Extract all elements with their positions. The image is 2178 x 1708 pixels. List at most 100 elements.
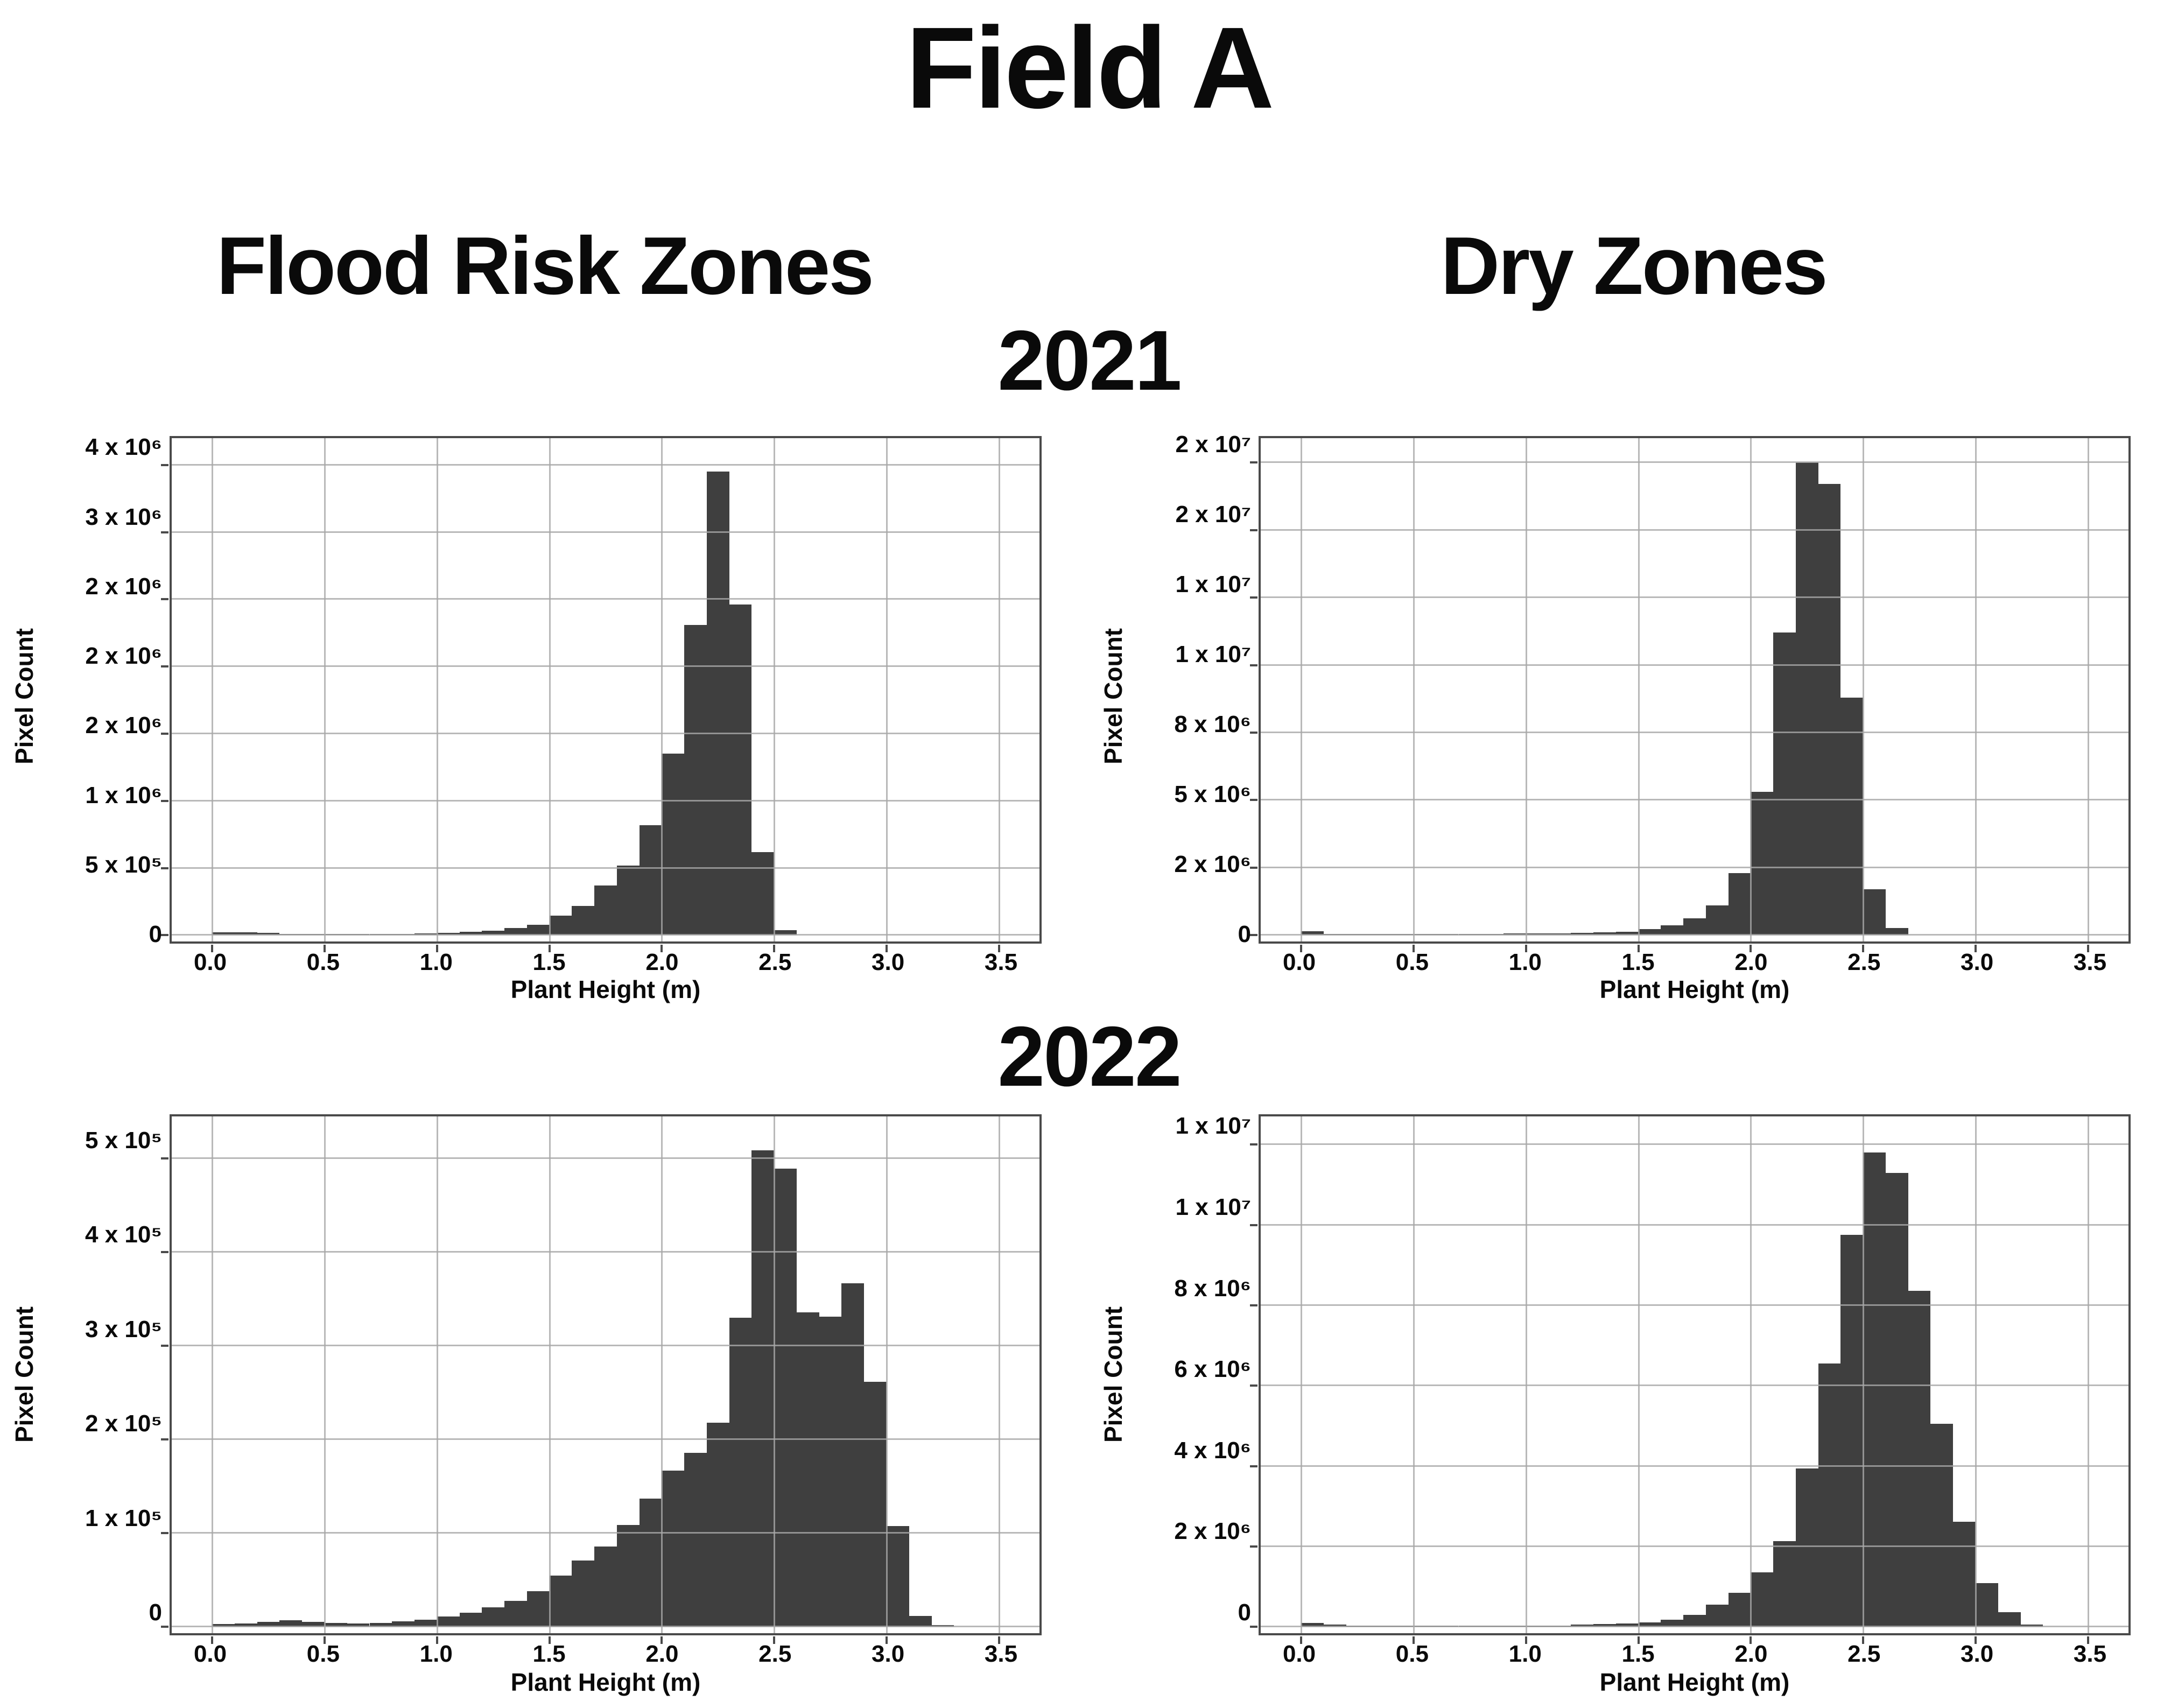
x-tick-label: 3.0 [1961,1641,1994,1667]
x-tick-label: 0.5 [1395,1641,1429,1667]
y-tick-mark [1250,461,1257,464]
histogram-bar [572,906,595,936]
gridline-vertical [1301,438,1303,941]
y-tick-label: 3 x 10⁶ [85,503,162,530]
x-tick-label: 2.5 [1847,948,1881,975]
x-tick-label: 2.5 [758,1641,792,1667]
gridline-horizontal [1261,1545,2128,1548]
gridline-vertical [774,438,776,941]
gridline-vertical [886,438,888,941]
y-axis-label: Pixel Count [10,1306,38,1443]
y-tick-label: 8 x 10⁶ [1174,1275,1251,1302]
x-tick-label: 2.0 [645,948,679,975]
histogram-bar [729,605,752,936]
histogram-bar [482,931,505,936]
histogram-bar [257,1621,280,1627]
histogram-bar [1705,1605,1729,1627]
gridline-horizontal [172,799,1039,802]
histogram-bar [504,1600,527,1627]
histogram-bar [1661,925,1684,936]
histogram-bar [1908,1291,1931,1627]
gridline-horizontal [1261,1224,2128,1226]
histogram-bar [729,1318,752,1627]
x-tick-label: 2.0 [645,1641,679,1667]
gridline-horizontal [172,1345,1039,1347]
y-axis-label-column: Pixel Count [0,436,48,957]
y-tick-mark [161,1157,168,1160]
x-tick-label: 1.5 [1621,1641,1655,1667]
gridline-horizontal [172,463,1039,466]
x-axis-label: Plant Height (m) [1599,1668,1790,1696]
histogram-bar [1751,1572,1774,1627]
y-axis-label: Pixel Count [10,628,38,765]
histogram-bar [594,885,617,936]
y-tick-label: 2 x 10⁶ [1174,1518,1251,1545]
plot-column: 0.0 0.5 1.0 1.5 2.0 2.5 3.0 3.5 Plant Height (m… [161,1114,1042,1708]
gridline-vertical [774,1116,776,1633]
histogram-bar [1818,484,1841,936]
y-tick-mark [161,1438,168,1441]
histogram-bar [234,1623,257,1627]
histogram-bar [212,932,235,936]
x-tick-mark [1300,944,1303,952]
gridline-vertical [324,1116,326,1633]
histogram-bar [526,1591,550,1627]
y-tick-mark [1250,731,1257,734]
column-header-row: Flood Risk Zones Dry Zones [0,135,2178,312]
histogram-bar [774,930,797,936]
gridline-vertical [886,1116,888,1633]
y-tick-mark [1250,799,1257,802]
gridline-vertical [436,438,438,941]
y-tick-label: 0 [149,921,162,947]
x-tick-mark [548,944,551,952]
x-tick-mark [211,944,214,952]
x-tick-mark [548,1636,551,1644]
y-tick-label: 2 x 10⁶ [85,643,162,670]
y-tick-label: 5 x 10⁶ [1174,781,1251,808]
histogram-flood-risk-2021: Pixel Count 0 5 x 10⁵ 1 x 10⁶ 2 x 10⁶ 2 x 10… [0,409,1089,1004]
gridline-horizontal [172,867,1039,869]
histogram-bar [1615,931,1639,936]
gridline-horizontal [1261,934,2128,936]
histogram-bar [1661,1620,1684,1627]
x-tick-label: 1.0 [1508,1641,1542,1667]
x-tick-label: 2.5 [1847,1641,1881,1667]
histogram-bar [459,1613,482,1627]
x-tick-mark [211,1636,214,1644]
y-tick-label: 1 x 10⁷ [1175,571,1252,598]
y-tick-label: 8 x 10⁶ [1174,711,1251,738]
y-tick-label: 4 x 10⁶ [85,434,162,461]
x-tick-mark [773,1636,776,1644]
histogram-bar [1773,1541,1796,1627]
histogram-bar [841,1283,865,1627]
plot-column: 0.0 0.5 1.0 1.5 2.0 2.5 3.0 3.5 Plant Height (m… [161,436,1042,1004]
gridline-vertical [661,438,663,941]
x-tick-label: 3.5 [984,948,1018,975]
gridline-vertical [549,1116,551,1633]
gridline-horizontal [1261,799,2128,801]
y-tick-mark [161,1345,168,1347]
year-label-2021: 2021 [997,313,1182,408]
gridline-horizontal [172,531,1039,533]
x-tick-label: 3.0 [872,948,905,975]
histogram-bar [279,1620,303,1627]
histogram-flood-risk-2022: Pixel Count 0 1 x 10⁵ 2 x 10⁵ 3 x 10⁵ 4 x 10… [0,1109,1089,1708]
x-tick-mark [997,1636,1000,1644]
x-tick-label: 3.5 [2073,1641,2107,1667]
histogram-bar [1998,1612,2021,1627]
histogram-bar [1885,927,1908,936]
y-tick-label: 2 x 10⁵ [85,1410,162,1437]
gridline-horizontal [1261,1626,2128,1628]
x-tick-mark [997,944,1000,952]
y-tick-label: 4 x 10⁵ [85,1221,162,1248]
gridline-horizontal [1261,596,2128,599]
y-tick-label: 0 [149,1599,162,1626]
x-tick-label: 0.0 [1282,1641,1316,1667]
x-tick-mark [2086,1636,2089,1644]
histogram-bar [1301,931,1324,936]
gridline-horizontal [172,1532,1039,1534]
y-axis-label-column: Pixel Count [1089,1114,1137,1635]
y-tick-mark [161,733,168,735]
histogram-bar [616,865,640,936]
gridline-horizontal [172,598,1039,600]
